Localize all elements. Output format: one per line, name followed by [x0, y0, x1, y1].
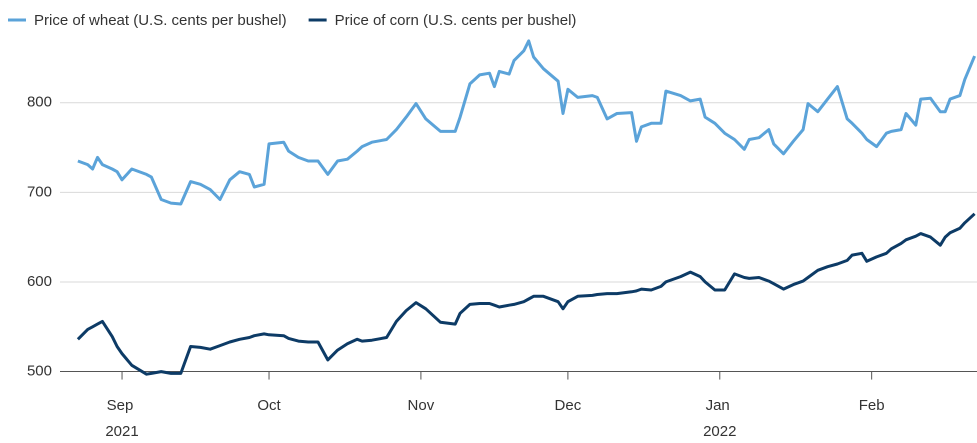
series-line [76, 212, 976, 376]
x-tick-label: Feb [859, 397, 885, 414]
x-tick-label: Nov [408, 397, 435, 414]
x-tick-label: Oct [257, 397, 281, 414]
legend-label: Price of wheat (U.S. cents per bushel) [34, 12, 287, 29]
y-tick-label: 700 [27, 183, 52, 200]
legend-label: Price of corn (U.S. cents per bushel) [335, 12, 577, 29]
y-tick-label: 600 [27, 273, 52, 290]
y-tick-label: 500 [27, 363, 52, 380]
x-tick-label: Sep 2021 [105, 397, 138, 440]
x-tick-label: Dec [555, 397, 582, 414]
series-line [77, 39, 976, 206]
x-tick-label: Jan 2022 [703, 397, 736, 440]
y-tick-label: 800 [27, 94, 52, 111]
